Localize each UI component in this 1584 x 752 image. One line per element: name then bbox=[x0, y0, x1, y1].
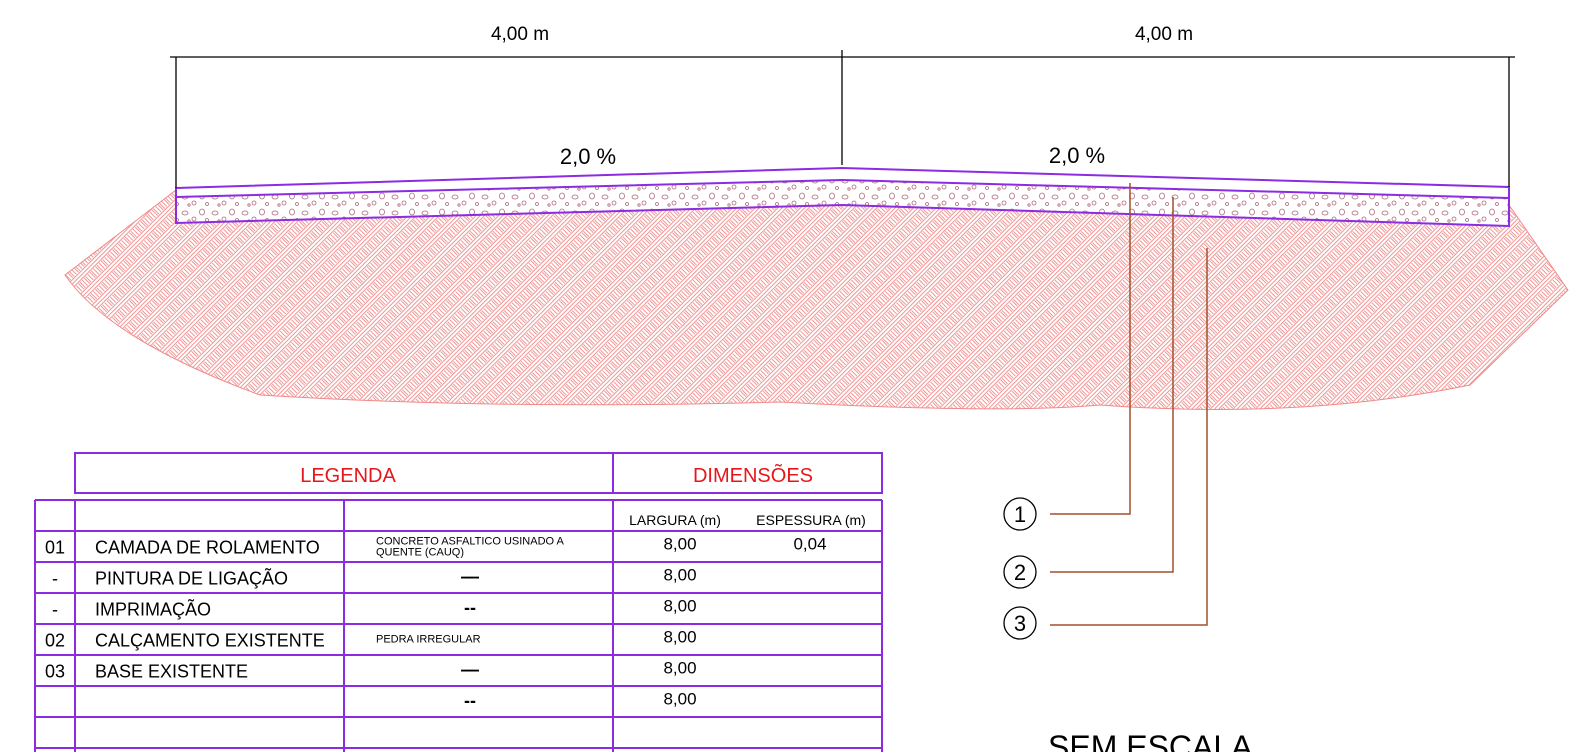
row-spec: -- bbox=[464, 598, 476, 618]
row-width: 8,00 bbox=[663, 535, 696, 554]
row-spec: — bbox=[461, 660, 479, 680]
row-name: CALÇAMENTO EXISTENTE bbox=[95, 631, 325, 651]
dimension-label: 4,00 m bbox=[491, 24, 549, 45]
row-name: CAMADA DE ROLAMENTO bbox=[95, 538, 320, 558]
row-spec: CONCRETO ASFALTICO USINADO A QUENTE (CAUQ… bbox=[376, 536, 565, 559]
callouts: 1 2 3 bbox=[1003, 183, 1208, 640]
row-code: - bbox=[52, 569, 58, 589]
row-width: 8,00 bbox=[663, 659, 696, 678]
dimension-lines bbox=[170, 50, 1515, 188]
row-code: 01 bbox=[45, 538, 65, 558]
base-soil bbox=[64, 189, 1569, 410]
callout-number: 2 bbox=[1014, 560, 1026, 585]
row-spec: — bbox=[461, 567, 479, 587]
row-spec: PEDRA IRREGULAR bbox=[376, 634, 481, 646]
row-width: 8,00 bbox=[663, 628, 696, 647]
column-header: LARGURA (m) bbox=[629, 512, 721, 528]
row-code: 02 bbox=[45, 631, 65, 651]
row-name: PINTURA DE LIGAÇÃO bbox=[95, 568, 288, 589]
row-width: 8,00 bbox=[663, 690, 696, 709]
row-width: 8,00 bbox=[663, 597, 696, 616]
row-name: BASE EXISTENTE bbox=[95, 662, 248, 682]
cobble-fill bbox=[176, 180, 1509, 226]
legend-table: LEGENDA DIMENSÕES LARGURA (m) ESPESSURA … bbox=[34, 452, 883, 752]
callout-number: 3 bbox=[1014, 611, 1026, 636]
row-code: 03 bbox=[45, 662, 65, 682]
dimension-label: 4,00 m bbox=[1135, 24, 1193, 45]
column-header: ESPESSURA (m) bbox=[756, 512, 866, 528]
table-header: DIMENSÕES bbox=[693, 463, 813, 487]
callout-number: 1 bbox=[1014, 502, 1026, 527]
slope-label: 2,0 % bbox=[560, 144, 616, 169]
row-thickness: 0,04 bbox=[793, 535, 826, 554]
row-name: IMPRIMAÇÃO bbox=[95, 599, 211, 620]
row-width: 8,00 bbox=[663, 566, 696, 585]
pavement-top bbox=[175, 166, 1510, 228]
slope-label: 2,0 % bbox=[1049, 143, 1105, 168]
row-spec: -- bbox=[464, 691, 476, 711]
asphalt-layer bbox=[176, 168, 1509, 198]
table-header: LEGENDA bbox=[300, 465, 396, 487]
layer-line bbox=[175, 178, 1510, 199]
row-code: - bbox=[52, 600, 58, 620]
scale-note: SEM ESCALA bbox=[1048, 729, 1253, 752]
